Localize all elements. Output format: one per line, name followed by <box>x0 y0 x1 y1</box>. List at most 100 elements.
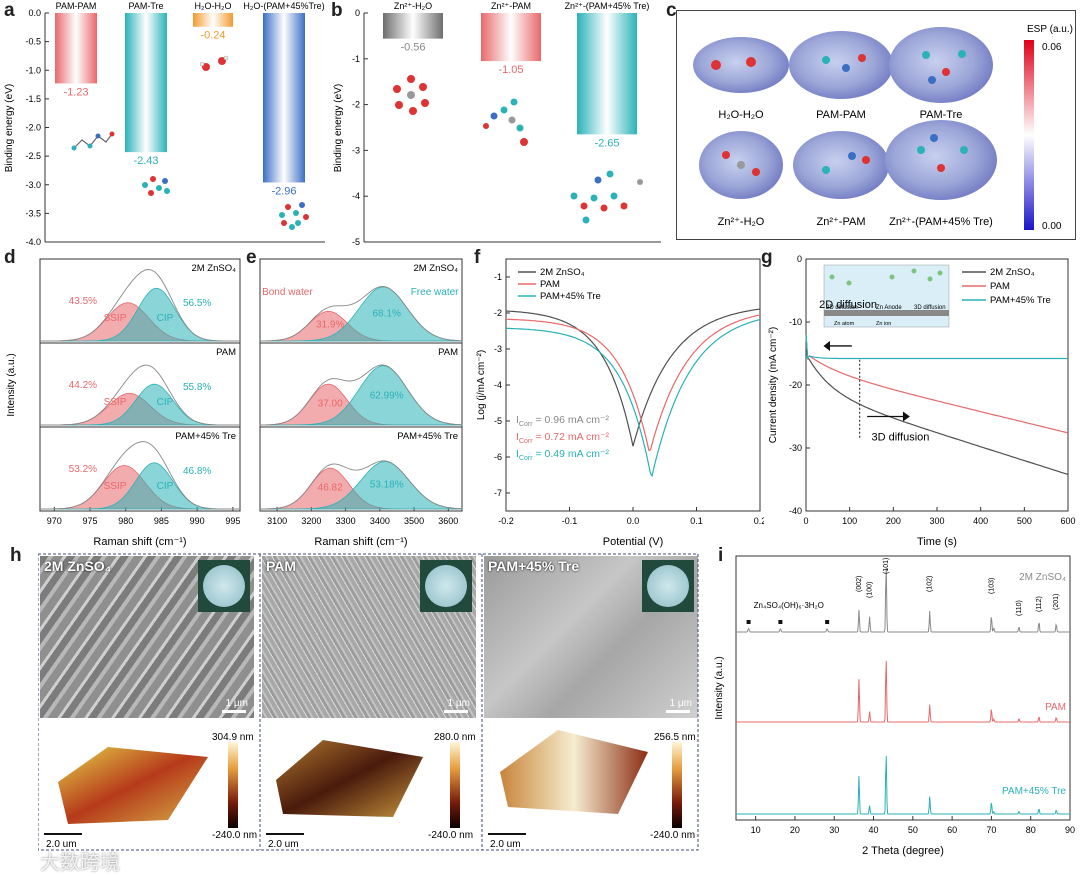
i-frame <box>735 555 1071 821</box>
afm-max-3: 256.5 nm <box>654 732 696 743</box>
envelope-line <box>260 364 463 426</box>
i-xtick-label: 90 <box>1065 825 1075 835</box>
g-xtick-label: 400 <box>973 516 988 526</box>
x-tick-label: 975 <box>82 516 97 526</box>
g-arrowhead-2d <box>823 340 831 351</box>
afm-surface-2 <box>276 740 423 817</box>
panel-a-chart: -1.23 PAM-PAM -2.43 PAM-Tre -0.24 H₂O-H₂O -2.9… <box>4 1 325 247</box>
f-series-line <box>506 314 761 452</box>
esp-label-3: PAM-Tre <box>920 109 963 121</box>
peak-1-name: SSIP <box>104 313 127 324</box>
b-ytick-label: -3 <box>352 145 360 155</box>
panel-a-ylabel: Binding energy (eV) <box>4 84 15 172</box>
free-pct: 53.18% <box>370 480 404 491</box>
g-xtick-label: 300 <box>929 516 944 526</box>
g-inset-anode <box>824 310 949 316</box>
a-ytick-label: -0.5 <box>25 37 41 47</box>
a-ytick-label: 0.0 <box>28 8 41 18</box>
sem-scale-label-1: 1 μm <box>225 698 248 709</box>
sem-image-2: PAM 1 μm <box>262 556 476 718</box>
g-xtick-label: 0 <box>803 516 808 526</box>
a-ytick-label: -3.5 <box>25 208 41 218</box>
a-category-label: PAM-PAM <box>56 1 97 11</box>
esp-map-zn-pam <box>793 131 889 199</box>
panel-f-chart: -0.2 -0.1 0.0 0.1 0.2 -1 -2 -3 -4 -5 -6 -7 Potential… <box>476 258 764 548</box>
g-inset <box>823 264 950 328</box>
g-ytick-label: -40 <box>789 506 802 516</box>
a-bar-value: -1.23 <box>63 86 88 98</box>
i-xtick-label: 50 <box>908 825 918 835</box>
a-bar-value: -2.43 <box>133 155 158 167</box>
peak-2-pct: 56.5% <box>183 298 211 309</box>
peak-2-area <box>260 365 463 426</box>
g-xtick-label: 500 <box>1017 516 1032 526</box>
panel-b-chart: -0.56 Zn²⁺-H₂O -1.05 Zn²⁺-PAM -2.65 Zn²⁺-(PAM… <box>333 1 661 247</box>
g-ytick-label: 0 <box>797 255 802 264</box>
i-peak-label: (103) <box>988 578 995 594</box>
f-series-line <box>505 318 761 478</box>
afm-max-2: 280.0 nm <box>434 732 476 743</box>
esp-map-pam-pam <box>789 31 893 99</box>
esp-map-zn-pam-tre <box>885 120 997 200</box>
row-label: 2M ZnSO₄ <box>191 263 236 274</box>
a-ytick-label: -4.0 <box>25 237 41 247</box>
esp-label-4: Zn²⁺-H₂O <box>718 216 765 228</box>
b-bar-value: -1.05 <box>498 64 523 76</box>
g-inset-ion <box>829 274 835 280</box>
esp-label-2: PAM-PAM <box>816 109 866 121</box>
panel-b-molecules <box>393 75 643 224</box>
f-xlabel: Potential (V) <box>603 536 664 548</box>
panel-label-f: f <box>474 247 481 268</box>
i-byproduct-marker <box>825 620 830 624</box>
x-tick-label: 3600 <box>438 516 458 526</box>
b-ytick-label: 0 <box>355 8 360 18</box>
sem-scalebar-1 <box>222 710 246 713</box>
f-xtick-label: 0.0 <box>627 516 640 526</box>
panel-e-chart: 3100 3200 3300 3400 3500 3600 Raman shift (cm⁻… <box>259 258 463 548</box>
b-category-label: Zn²⁺-(PAM+45% Tre) <box>565 1 650 11</box>
g-annot-2d: 2D diffusion <box>819 299 877 311</box>
b-ytick-label: -2 <box>352 100 360 110</box>
i-peak-label: (110) <box>1016 600 1023 616</box>
esp-colorbar <box>1024 40 1034 230</box>
g-inset-ion <box>846 280 852 286</box>
esp-label-1: H₂O-H₂O <box>718 109 764 121</box>
afm-scale-1: 2.0 um <box>46 839 77 850</box>
panel-h-frame <box>38 553 699 851</box>
envelope-line <box>40 441 240 510</box>
i-byproduct-marker <box>778 620 783 624</box>
g-xlabel: Time (s) <box>917 536 957 548</box>
panel-label-g: g <box>761 247 773 268</box>
free-pct: 62.99% <box>370 390 404 401</box>
g-inset-label: Zn atom <box>834 321 855 327</box>
g-inset-label: Zn ion <box>876 321 891 327</box>
f-xtick-label: -0.2 <box>498 516 514 526</box>
sem-scalebar-2 <box>444 710 468 713</box>
g-ytick-label: -30 <box>789 443 802 453</box>
b-bar-value: -0.56 <box>400 42 425 54</box>
peak-1-pct: 53.2% <box>69 464 97 475</box>
panel-label-e: e <box>246 247 257 268</box>
svgE-frame <box>259 258 463 512</box>
f-xtick-label: 0.1 <box>690 516 703 526</box>
i-peak-label: (100) <box>867 582 874 598</box>
g-series-line <box>805 334 1068 360</box>
a-ytick-label: -1.5 <box>25 94 41 104</box>
b-bar <box>383 13 443 39</box>
i-byproduct-marker <box>746 620 751 624</box>
peak-2-pct: 46.8% <box>183 466 211 477</box>
g-inset-label: 3D diffusion <box>914 305 946 311</box>
sem-title-2: PAM <box>266 558 297 574</box>
y-axis-label: Intensity (a.u.) <box>6 353 17 416</box>
sem-image-1: 2M ZnSO₄ 1 μm <box>40 556 254 718</box>
f-ytick-label: -5 <box>494 416 502 426</box>
panel-label-i: i <box>718 545 724 566</box>
panel-b-ylabel: Binding energy (eV) <box>333 84 344 172</box>
g-series-line <box>805 334 1069 476</box>
g-arrowhead-3d <box>902 411 910 422</box>
i-peak-label: (112) <box>1036 596 1043 612</box>
f-icorr-label: ICorr = 0.49 mA cm⁻² <box>516 448 609 462</box>
panel-label-c: c <box>666 0 677 21</box>
i-xtick-label: 80 <box>1026 825 1036 835</box>
i-series-line <box>736 756 1070 815</box>
